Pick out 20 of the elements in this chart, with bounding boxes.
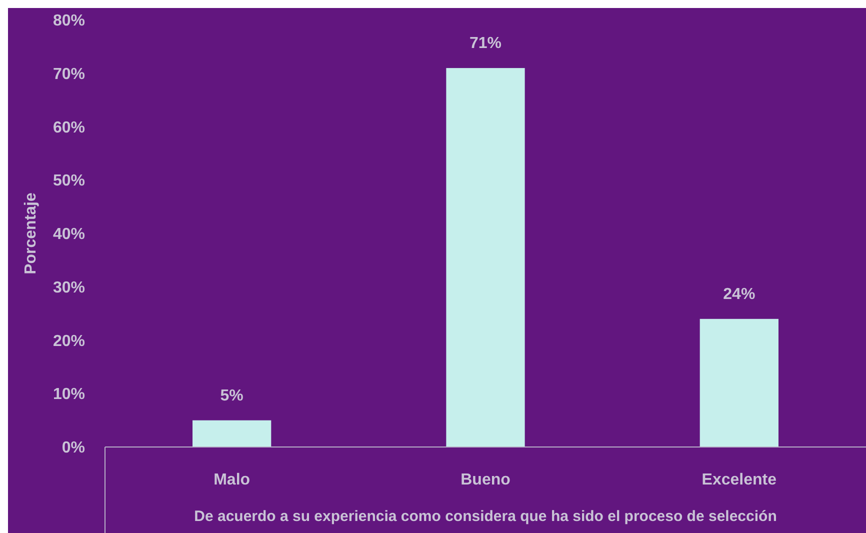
x-tick-label: Malo [214,472,250,489]
y-tick-label: 80% [52,12,85,30]
y-tick-label: 0% [62,440,85,457]
x-axis-title: De acuerdo a su experiencia como considera que ha sido el proceso de selección [194,508,777,525]
data-label: 71% [469,35,502,52]
bar [700,318,778,447]
x-tick-label: Bueno [460,472,511,489]
x-tick-label: Excelente [702,472,777,489]
data-label: 5% [220,387,244,404]
y-tick-label: 40% [52,226,85,244]
data-label: 24% [723,286,756,303]
y-tick-label: 60% [52,119,85,136]
y-tick-label: 50% [52,172,85,190]
y-tick-label: 10% [52,386,85,404]
y-tick-label: 70% [52,66,85,83]
y-axis-title: Porcentaje [22,192,40,274]
bar [446,68,525,447]
bar [192,420,272,447]
y-tick-label: 20% [52,332,85,350]
y-tick-label: 30% [52,279,85,296]
